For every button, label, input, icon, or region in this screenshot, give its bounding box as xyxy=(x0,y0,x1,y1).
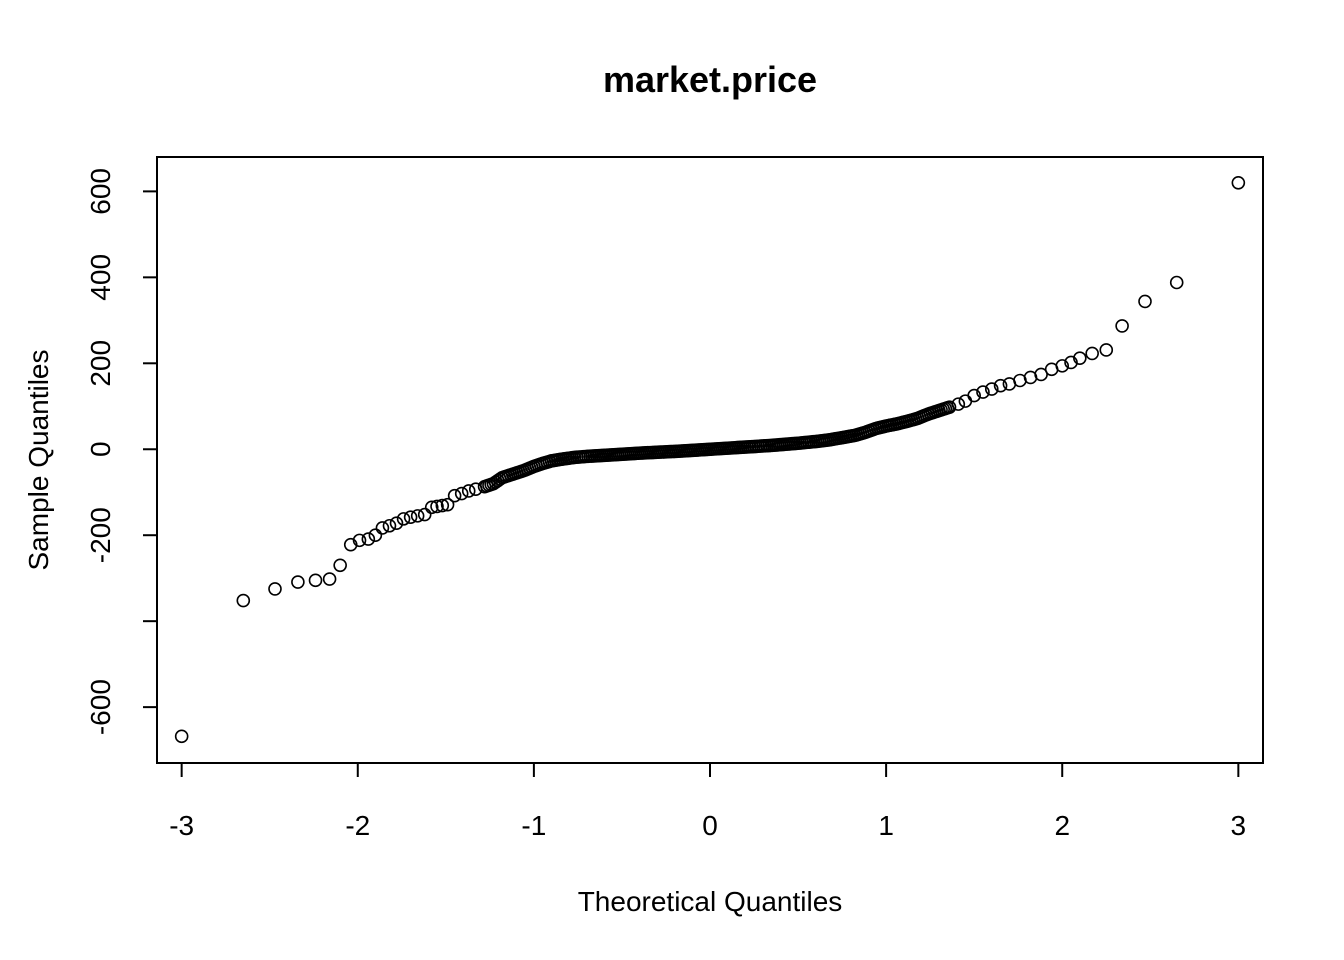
x-axis: -3 -2 -1 0 1 2 3 xyxy=(169,762,1247,841)
data-point xyxy=(976,385,990,399)
data-point xyxy=(236,593,251,608)
data-point xyxy=(1073,351,1087,365)
data-point xyxy=(1138,294,1152,309)
data-point xyxy=(1231,175,1246,190)
data-point xyxy=(382,518,397,533)
data-point xyxy=(942,400,957,414)
data-point xyxy=(396,512,411,526)
y-tick-label: -200 xyxy=(85,507,116,563)
y-tick-label: 200 xyxy=(85,340,116,387)
data-point xyxy=(268,582,282,596)
data-point xyxy=(375,521,390,535)
x-axis-label: Theoretical Quantiles xyxy=(578,886,843,917)
x-tick-label: -2 xyxy=(345,810,370,841)
data-point xyxy=(461,484,476,498)
data-point xyxy=(984,382,999,396)
data-point xyxy=(361,532,376,546)
x-tick-label: 1 xyxy=(878,810,894,841)
data-point xyxy=(993,378,1008,393)
data-point xyxy=(1115,319,1129,333)
data-point xyxy=(1064,355,1078,370)
data-point xyxy=(1099,343,1114,357)
y-tick-label: 0 xyxy=(85,441,116,457)
data-point xyxy=(403,510,418,524)
data-point xyxy=(410,509,425,523)
y-tick-label: 400 xyxy=(85,254,116,301)
data-point xyxy=(343,537,358,552)
data-point xyxy=(417,507,432,522)
data-point xyxy=(447,488,462,503)
plot-frame xyxy=(156,156,1264,764)
data-point xyxy=(174,729,189,744)
x-tick-label: -3 xyxy=(169,810,194,841)
x-tick-label: 0 xyxy=(702,810,718,841)
data-point xyxy=(435,498,450,513)
data-point xyxy=(389,516,404,530)
data-point xyxy=(1034,367,1048,382)
y-axis-label: Sample Quantiles xyxy=(23,349,54,570)
x-tick-label: 3 xyxy=(1231,810,1247,841)
data-point xyxy=(1169,275,1184,290)
data-point xyxy=(951,397,966,411)
data-point xyxy=(308,573,323,588)
data-points xyxy=(174,175,1246,744)
data-point xyxy=(322,572,337,586)
y-tick-label: 600 xyxy=(85,168,116,215)
data-point xyxy=(967,388,981,403)
x-tick-label: -1 xyxy=(521,810,546,841)
chart-title: market.price xyxy=(603,59,817,100)
x-tick-label: 2 xyxy=(1054,810,1070,841)
data-point xyxy=(352,533,367,548)
data-point xyxy=(430,499,444,514)
data-point xyxy=(1085,346,1099,361)
data-point xyxy=(958,394,973,408)
data-point xyxy=(440,497,455,512)
data-point xyxy=(454,486,469,501)
y-axis: -600 -200 0 200 400 600 xyxy=(85,168,158,735)
data-point xyxy=(291,575,305,589)
data-point xyxy=(424,500,439,515)
data-point xyxy=(333,558,347,573)
y-tick-label: -600 xyxy=(85,679,116,735)
data-point xyxy=(368,528,383,543)
data-point xyxy=(1055,359,1070,373)
